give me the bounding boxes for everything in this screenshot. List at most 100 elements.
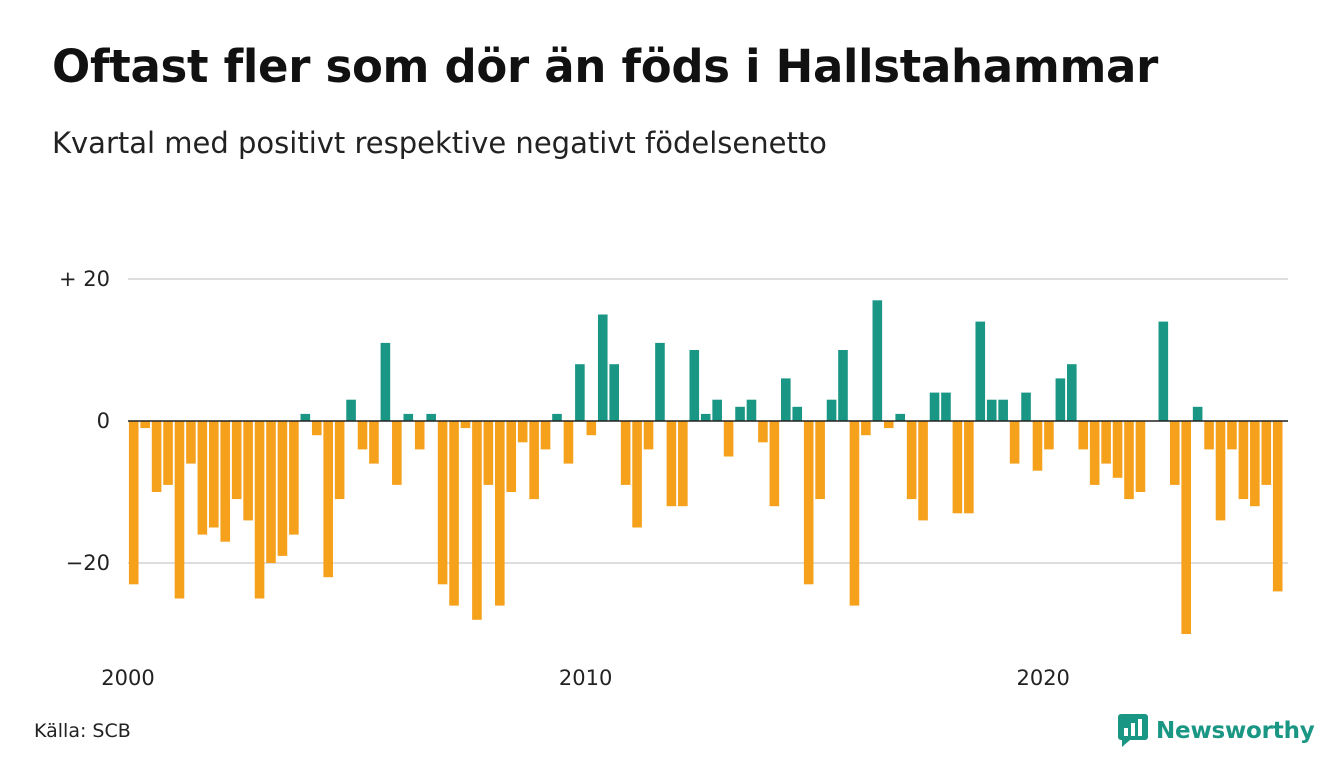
bar-negative: [277, 421, 288, 556]
bar-negative: [311, 421, 322, 436]
chart-subtitle: Kvartal med positivt respektive negativt…: [52, 126, 827, 160]
bar-negative: [163, 421, 173, 485]
bar-negative: [906, 421, 917, 500]
bar-negative: [128, 421, 139, 585]
bar-positive: [1067, 364, 1077, 421]
bar-negative: [289, 421, 299, 535]
bar-positive: [986, 399, 997, 421]
bar-negative: [472, 421, 482, 620]
bar-negative: [231, 421, 242, 500]
bar-negative: [483, 421, 494, 485]
bar-negative: [563, 421, 574, 464]
bar-negative: [1124, 421, 1134, 500]
bar-negative: [254, 421, 265, 599]
bar-positive: [998, 399, 1008, 421]
bar-negative: [529, 421, 539, 500]
bar-negative: [151, 421, 162, 492]
bar-negative: [437, 421, 448, 585]
bar-negative: [1044, 421, 1054, 450]
source-label: Källa: SCB: [34, 720, 131, 742]
bar-negative: [506, 421, 517, 492]
y-tick-label: −20: [66, 551, 110, 575]
bar-negative: [1078, 421, 1089, 450]
bar-negative: [1238, 421, 1249, 500]
bar-positive: [655, 342, 665, 421]
x-tick-label: 2020: [1016, 666, 1069, 690]
y-tick-label: + 20: [59, 267, 110, 291]
bar-positive: [552, 413, 562, 421]
bar-positive: [872, 300, 883, 421]
bar-negative: [1135, 421, 1146, 492]
bar-negative: [883, 421, 894, 429]
bar-negative: [334, 421, 345, 500]
bar-positive: [346, 399, 356, 421]
bar-negative: [449, 421, 459, 606]
bar-negative: [586, 421, 597, 436]
bar-negative: [414, 421, 425, 450]
bar-negative: [803, 421, 814, 585]
bar-negative: [1101, 421, 1111, 464]
x-tick-label: 2000: [101, 666, 154, 690]
bar-negative: [1112, 421, 1123, 478]
bar-positive: [838, 350, 848, 421]
bar-negative: [1250, 421, 1260, 507]
bar-positive: [300, 413, 311, 421]
bar-positive: [1192, 406, 1203, 421]
bar-positive: [1055, 378, 1066, 421]
bar-negative: [186, 421, 196, 464]
bar-negative: [964, 421, 974, 514]
bar-negative: [643, 421, 654, 450]
bar-negative: [323, 421, 333, 578]
bar-negative: [1204, 421, 1214, 450]
bar-positive: [700, 413, 711, 421]
bar-positive: [426, 413, 436, 421]
bar-negative: [1261, 421, 1272, 485]
bar-negative: [1169, 421, 1180, 485]
bar-negative: [140, 421, 150, 429]
bar-negative: [666, 421, 677, 507]
bar-negative: [1227, 421, 1237, 450]
bar-positive: [1021, 392, 1031, 421]
bar-positive: [941, 392, 951, 421]
bar-negative: [517, 421, 528, 443]
bar-negative: [460, 421, 471, 429]
bar-negative: [723, 421, 734, 457]
newsworthy-logo-icon: [1118, 714, 1148, 747]
bar-negative: [918, 421, 928, 521]
brand-name: Newsworthy: [1156, 718, 1315, 744]
bar-negative: [861, 421, 871, 436]
bar-positive: [746, 399, 757, 421]
bar-positive: [575, 364, 585, 421]
x-tick-label: 2010: [559, 666, 612, 690]
bar-negative: [1032, 421, 1043, 471]
bar-negative: [357, 421, 368, 450]
bar-negative: [849, 421, 860, 606]
bar-negative: [495, 421, 505, 606]
bar-negative: [392, 421, 402, 485]
bar-negative: [815, 421, 825, 500]
bar-positive: [609, 364, 619, 421]
bar-negative: [540, 421, 551, 450]
chart-title: Oftast fler som dör än föds i Hallstaham…: [52, 40, 1158, 93]
bar-negative: [209, 421, 219, 528]
y-tick-label: 0: [97, 409, 110, 433]
bar-negative: [369, 421, 379, 464]
bar-negative: [952, 421, 963, 514]
bar-positive: [895, 413, 905, 421]
bar-negative: [1215, 421, 1226, 521]
bar-positive: [975, 321, 986, 421]
bar-negative: [620, 421, 631, 485]
bar-positive: [929, 392, 940, 421]
bar-positive: [1158, 321, 1169, 421]
bar-negative: [1272, 421, 1283, 592]
bar-positive: [689, 350, 700, 421]
bar-negative: [1089, 421, 1100, 485]
bar-positive: [597, 314, 608, 421]
bar-negative: [197, 421, 208, 535]
bar-negative: [1009, 421, 1020, 464]
bar-negative: [678, 421, 688, 507]
bar-positive: [781, 378, 791, 421]
bar-negative: [769, 421, 780, 507]
brand-logo: Newsworthy: [1118, 714, 1315, 748]
